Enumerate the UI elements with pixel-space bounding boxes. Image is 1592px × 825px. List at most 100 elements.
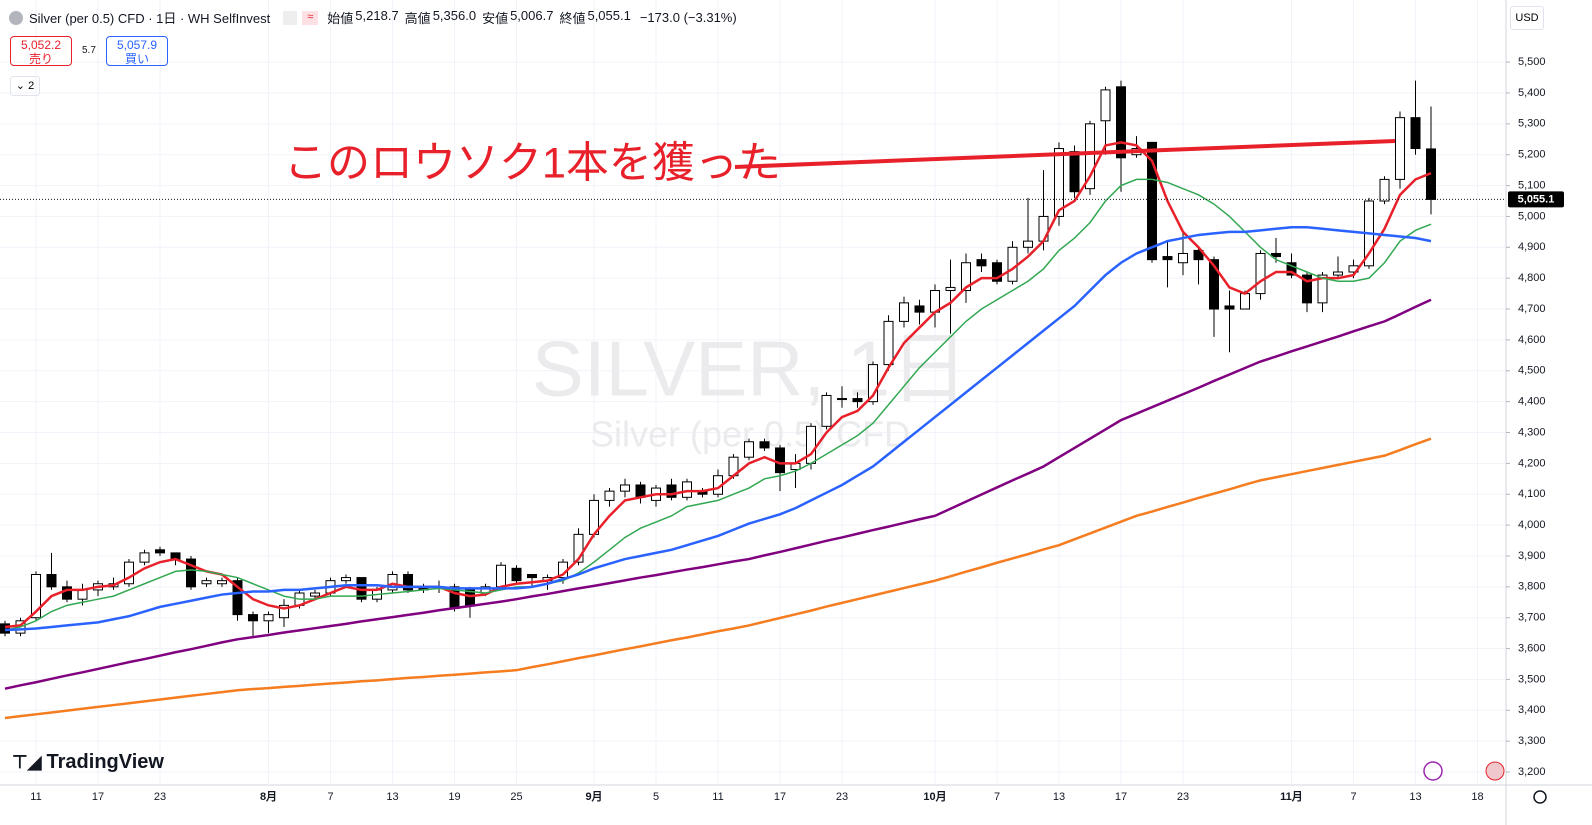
candle-body xyxy=(868,364,878,403)
symbol[interactable]: Silver (per 0.5) CFD · 1日 · WH SelfInves… xyxy=(29,11,271,26)
candle-body xyxy=(682,481,692,498)
y-tick-label: 4,300 xyxy=(1518,426,1546,438)
ohlc-label: 安値 xyxy=(482,11,509,26)
candle-body xyxy=(31,573,41,619)
ohlc-label: 始値 xyxy=(327,11,354,26)
x-tick-label: 17 xyxy=(92,791,104,803)
y-tick-label: 4,000 xyxy=(1518,519,1546,531)
x-tick-label: 17 xyxy=(774,791,786,803)
candle-body xyxy=(1224,305,1235,310)
ma-line xyxy=(4,141,1432,629)
buy-button[interactable]: 5,057.9 買い xyxy=(106,36,168,66)
ohlc-value: 5,006.7 xyxy=(510,8,554,23)
x-tick-label: 11月 xyxy=(1280,790,1303,803)
y-tick-label: 5,000 xyxy=(1518,210,1546,222)
ohlc: 始値 5,218.7 高値 5,356.0 安値 5,006.7 終値 5,055.1 xyxy=(327,8,635,27)
y-tick-label: 4,200 xyxy=(1518,457,1546,469)
candle-body xyxy=(620,484,630,492)
ma-line xyxy=(4,225,1432,632)
candle-body xyxy=(744,441,754,458)
buy-label: 買い xyxy=(124,52,149,66)
x-tick-label: 23 xyxy=(1177,791,1189,803)
candle-body xyxy=(899,302,909,322)
candle-body xyxy=(976,259,987,267)
candle-body xyxy=(1178,252,1188,264)
indicator-toggle[interactable]: ⌄ 2 xyxy=(10,76,40,96)
candle-body xyxy=(46,573,57,588)
candle-body xyxy=(914,305,925,313)
y-tick-label: 3,700 xyxy=(1518,612,1546,624)
x-tick-label: 23 xyxy=(154,791,166,803)
candle-body xyxy=(821,394,832,427)
y-tick-label: 5,500 xyxy=(1518,56,1546,68)
header: Silver (per 0.5) CFD · 1日 · WH SelfInves… xyxy=(8,8,737,27)
candle-body xyxy=(1410,117,1421,150)
candle-body xyxy=(1317,274,1328,304)
candle-body xyxy=(1333,271,1343,276)
y-tick-label: 5,300 xyxy=(1518,118,1546,130)
candle-body xyxy=(666,484,677,498)
candle-body xyxy=(1255,252,1266,295)
settings-icon[interactable] xyxy=(1533,790,1547,804)
candle-body xyxy=(341,577,351,582)
candle-body xyxy=(1100,89,1111,122)
y-tick-label: 3,200 xyxy=(1518,766,1546,778)
candle-body xyxy=(155,549,165,554)
y-tick-label: 3,500 xyxy=(1518,673,1546,685)
candle-body xyxy=(945,286,956,292)
button[interactable] xyxy=(283,10,298,25)
ma-line xyxy=(4,178,1432,631)
candle-body xyxy=(139,552,150,563)
candle-body xyxy=(775,447,785,474)
icon xyxy=(1485,761,1505,781)
y-tick-label: 4,900 xyxy=(1518,241,1546,253)
x-tick-label: 13 xyxy=(1409,791,1421,803)
indicator-count: 2 xyxy=(28,80,35,92)
ohlc-value: 5,218.7 xyxy=(355,8,399,23)
x-tick-label: 25 xyxy=(510,791,522,803)
candle-body xyxy=(1007,246,1018,282)
y-tick-label: 5,100 xyxy=(1518,179,1546,191)
x-tick-label: 7 xyxy=(994,791,1000,803)
watermark: SILVER, 1日 xyxy=(532,325,968,413)
y-tick-label: 3,800 xyxy=(1518,581,1546,593)
candle-body xyxy=(1023,240,1033,248)
candle-body xyxy=(852,398,863,403)
candle-body xyxy=(883,320,894,366)
x-tick-label: 7 xyxy=(327,791,333,803)
candle-body xyxy=(1395,117,1405,180)
candle-body xyxy=(263,614,274,622)
candle-body xyxy=(232,580,243,616)
x-tick-label: 8月 xyxy=(260,790,277,803)
x-tick-label: 7 xyxy=(1350,791,1356,803)
sell-price: 5,052.2 xyxy=(20,38,62,52)
x-tick-label: 18 xyxy=(1471,791,1483,803)
x-tick-label: 9月 xyxy=(585,790,602,803)
y-tick-label: 3,400 xyxy=(1518,704,1546,716)
sell-button[interactable]: 5,052.2 売り xyxy=(10,36,72,66)
brand: ⊤◢ TradingView xyxy=(12,751,164,773)
ohlc-label: 高値 xyxy=(404,11,431,26)
x-tick-label: 23 xyxy=(836,791,848,803)
y-tick-label: 4,800 xyxy=(1518,272,1546,284)
button[interactable]: ≈ xyxy=(302,10,319,25)
sell-label: 売り xyxy=(28,52,53,66)
y-tick-label: 5,400 xyxy=(1518,87,1546,99)
candle-body xyxy=(403,573,413,591)
brand-name: TradingView xyxy=(46,751,164,773)
ohlc-value: 5,055.1 xyxy=(587,8,631,23)
icon xyxy=(1423,761,1443,781)
candle-body xyxy=(201,580,212,585)
candle-body xyxy=(1271,252,1281,258)
symbol-icon xyxy=(9,10,23,25)
candle-body xyxy=(1162,256,1173,261)
candle-body xyxy=(217,580,227,585)
candle-body xyxy=(310,592,320,597)
candle-body xyxy=(186,558,196,588)
y-tick-label: 3,300 xyxy=(1518,735,1546,747)
x-tick-label: 11 xyxy=(712,791,723,803)
candle-body xyxy=(124,561,134,585)
last-price-label: 5,055.1 xyxy=(1518,193,1555,205)
currency[interactable]: USD xyxy=(1510,6,1544,30)
